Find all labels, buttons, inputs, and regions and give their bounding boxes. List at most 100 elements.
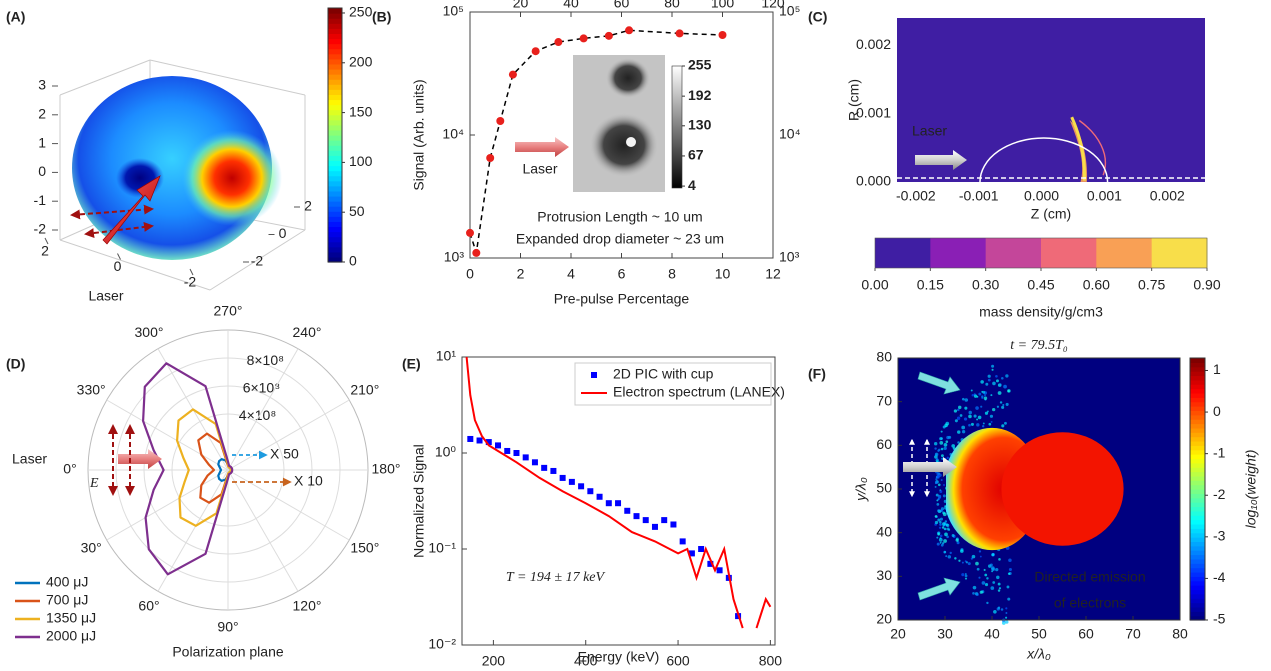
electron-dot xyxy=(1003,384,1007,389)
x-axis-label: Pre-pulse Percentage xyxy=(554,291,690,307)
electron-dot xyxy=(937,518,941,522)
x-tick-label: 600 xyxy=(666,653,690,669)
electron-dot xyxy=(935,480,939,484)
data-point xyxy=(550,467,557,474)
polar-spoke xyxy=(227,399,350,471)
panel-label: (D) xyxy=(6,356,25,372)
electron-dot xyxy=(970,557,974,560)
colorbar-tick-label: -1 xyxy=(1213,444,1226,460)
electron-dot xyxy=(978,392,982,396)
data-point xyxy=(513,450,520,456)
colorbar-cell xyxy=(1190,593,1205,599)
electron-dot xyxy=(986,577,989,580)
electron-dot xyxy=(995,374,998,378)
electron-dot xyxy=(982,390,986,394)
colorbar-cell xyxy=(1190,484,1205,490)
electron-dot xyxy=(995,568,999,572)
electron-dot xyxy=(936,457,939,461)
colorbar-cell xyxy=(1190,436,1205,442)
electron-dot xyxy=(975,561,979,566)
electron-dot xyxy=(943,550,947,554)
electron-dot xyxy=(992,381,996,386)
pol-arrow xyxy=(84,221,154,239)
box-edge xyxy=(149,59,306,96)
inset-blob xyxy=(606,58,650,98)
x-tick-label: 70 xyxy=(1125,626,1141,642)
electron-dot xyxy=(1005,611,1008,614)
series-line xyxy=(469,29,723,254)
electron-dot xyxy=(961,561,964,564)
electron-dot xyxy=(936,536,939,539)
x-axis-label: Energy (keV) xyxy=(578,649,660,665)
colorbar-cell xyxy=(1190,423,1205,429)
electron-dot xyxy=(947,555,952,559)
z-tick-label: 2 xyxy=(38,106,46,122)
electron-dot xyxy=(1007,572,1011,575)
panel-label: (A) xyxy=(6,9,25,25)
colorbar-cell xyxy=(328,84,342,90)
colorbar-cell xyxy=(328,48,342,55)
density-map xyxy=(897,18,1205,182)
electron-dot xyxy=(934,447,937,450)
electron-dot xyxy=(939,520,942,524)
y-tick-label: 10⁻¹ xyxy=(428,540,456,556)
series-line xyxy=(465,356,772,629)
laser-label: Laser xyxy=(912,123,947,139)
colorbar-cell xyxy=(1190,585,1205,591)
electron-dot xyxy=(944,520,948,523)
y-tick-label: 2 xyxy=(304,198,312,214)
electron-dot xyxy=(1005,620,1009,624)
electron-dot xyxy=(959,414,963,417)
colorbar-cell xyxy=(1190,419,1205,425)
box-edge xyxy=(59,59,151,96)
colorbar-cell xyxy=(1190,523,1205,529)
legend-label: 700 μJ xyxy=(46,592,88,608)
panel-label: (C) xyxy=(808,9,827,25)
electron-dot xyxy=(971,554,976,559)
electron-dot xyxy=(958,405,962,410)
panel-label: (E) xyxy=(402,356,421,372)
electron-dot xyxy=(936,503,940,506)
data-point xyxy=(716,567,723,574)
electron-dot xyxy=(990,420,993,423)
polar-curve xyxy=(176,408,232,527)
electron-dot xyxy=(976,423,980,427)
electron-dot xyxy=(990,566,995,571)
electron-dot xyxy=(936,542,940,546)
data-point xyxy=(624,507,631,514)
legend-label: 1350 μJ xyxy=(46,610,96,626)
colorbar-cell xyxy=(1190,410,1205,416)
electron-dot xyxy=(1001,376,1004,380)
colorbar-cell xyxy=(328,226,342,233)
colorbar-cell xyxy=(328,185,342,192)
electron-dot xyxy=(939,534,943,538)
box-edge xyxy=(209,229,306,291)
colorbar-cell xyxy=(1190,384,1205,390)
electron-dot xyxy=(957,408,960,412)
colorbar-cell xyxy=(328,160,342,167)
data-point xyxy=(466,228,474,237)
data-point xyxy=(522,454,529,461)
electron-dot xyxy=(951,533,955,537)
colorbar-label: mass density/g/cm3 xyxy=(979,304,1103,320)
colorbar-cell xyxy=(328,68,342,75)
colorbar-cell xyxy=(328,43,342,50)
y-tick-label: 10⁵ xyxy=(443,3,464,19)
x-tick-label: -0.002 xyxy=(896,188,936,204)
data-point xyxy=(698,546,705,552)
electron-dot xyxy=(970,422,974,426)
electron-dot xyxy=(940,509,943,512)
scale-label: X 50 xyxy=(270,446,299,462)
colorbar-cell xyxy=(328,94,342,101)
colorbar-cell xyxy=(1190,493,1205,499)
annotation: Protrusion Length ~ 10 um xyxy=(537,209,702,225)
colorbar-cell xyxy=(1190,598,1205,604)
inset-tick-label: 4 xyxy=(688,177,696,193)
colorbar-cell xyxy=(1190,397,1205,403)
y-tick-label: 0 xyxy=(279,225,287,241)
electron-dot xyxy=(943,484,946,487)
colorbar-cell xyxy=(1190,615,1205,621)
colorbar-cell xyxy=(328,206,342,212)
electron-dot xyxy=(978,550,982,553)
